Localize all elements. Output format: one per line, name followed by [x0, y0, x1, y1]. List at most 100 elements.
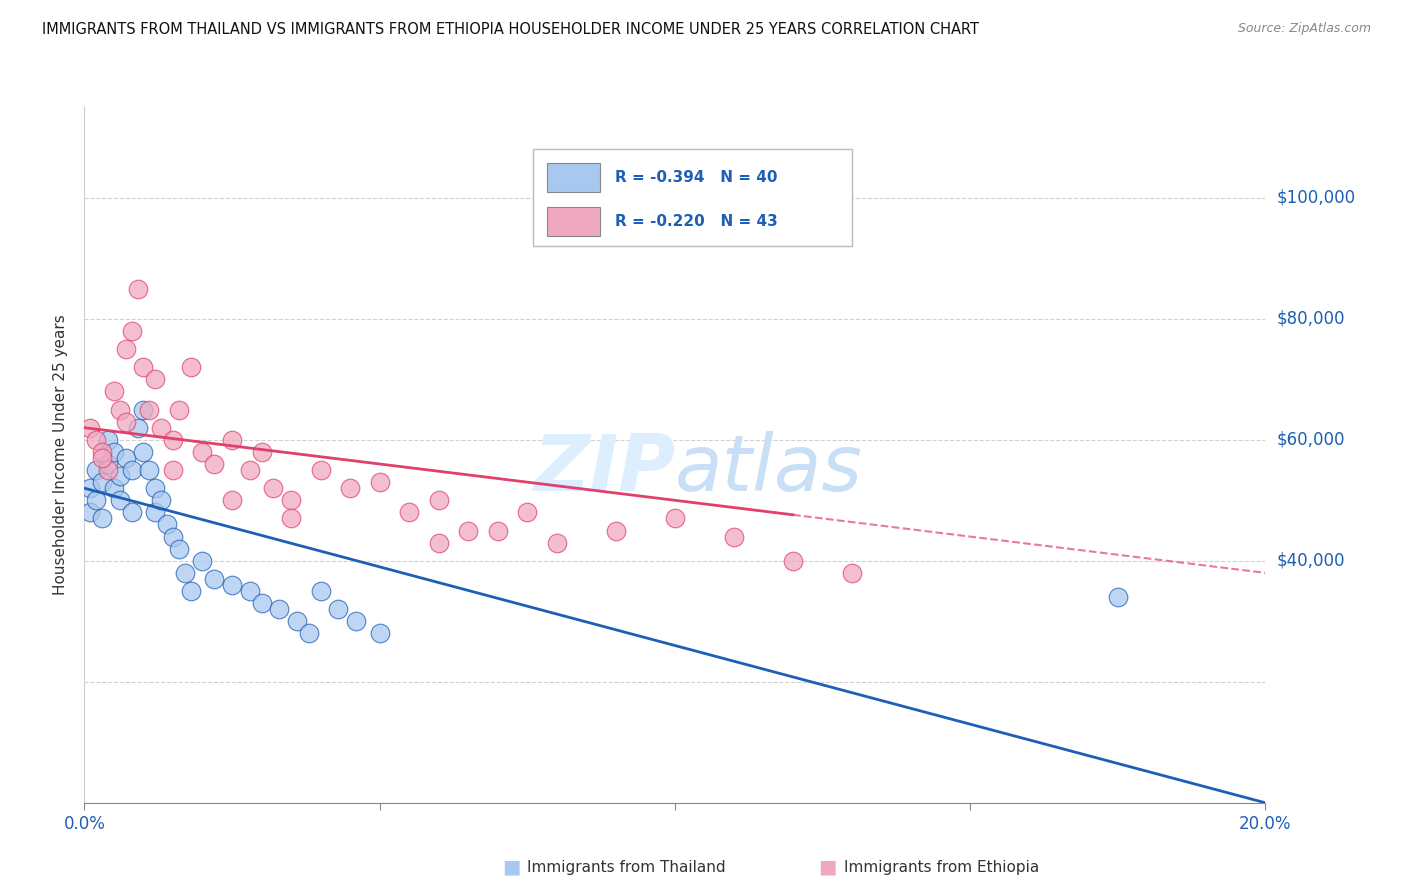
FancyBboxPatch shape: [547, 207, 600, 235]
Point: [127, 281, 149, 295]
Point: [121, 463, 143, 477]
Point: [427, 535, 450, 549]
Text: $100,000: $100,000: [1277, 189, 1355, 207]
Point: [298, 626, 321, 640]
Point: [97, 433, 120, 447]
Point: [79, 505, 101, 519]
Point: [457, 524, 479, 538]
Point: [280, 511, 302, 525]
Point: [108, 402, 131, 417]
Point: [250, 445, 273, 459]
Point: [143, 481, 166, 495]
Text: R = -0.220   N = 43: R = -0.220 N = 43: [614, 214, 778, 228]
Point: [516, 505, 538, 519]
Point: [143, 505, 166, 519]
Point: [79, 481, 101, 495]
Point: [398, 505, 420, 519]
Point: [143, 372, 166, 386]
Point: [162, 433, 184, 447]
Point: [173, 566, 195, 580]
Point: [202, 572, 225, 586]
Point: [239, 584, 262, 599]
Point: [84, 463, 107, 477]
Point: [344, 615, 367, 629]
Point: [605, 524, 627, 538]
Point: [841, 566, 863, 580]
Point: [250, 596, 273, 610]
Point: [202, 457, 225, 471]
Point: [156, 517, 179, 532]
Point: [262, 481, 284, 495]
Point: [1107, 590, 1129, 604]
Point: [103, 384, 125, 399]
Point: [664, 511, 686, 525]
Text: ■: ■: [502, 857, 520, 877]
Point: [114, 415, 136, 429]
Text: $40,000: $40,000: [1277, 552, 1346, 570]
Text: R = -0.394   N = 40: R = -0.394 N = 40: [614, 169, 778, 185]
Point: [91, 511, 114, 525]
FancyBboxPatch shape: [533, 149, 852, 246]
Point: [121, 324, 143, 338]
Point: [339, 481, 361, 495]
Point: [309, 584, 332, 599]
Point: [91, 450, 114, 465]
Text: ZIP: ZIP: [533, 431, 675, 507]
Point: [138, 402, 160, 417]
Text: ■: ■: [818, 857, 837, 877]
Point: [97, 457, 120, 471]
Point: [427, 493, 450, 508]
Point: [114, 342, 136, 356]
Text: Immigrants from Thailand: Immigrants from Thailand: [527, 860, 725, 874]
Point: [285, 615, 308, 629]
Point: [180, 584, 202, 599]
Point: [103, 445, 125, 459]
Point: [150, 420, 173, 434]
Point: [132, 402, 155, 417]
Point: [328, 602, 350, 616]
Point: [221, 433, 243, 447]
Point: [103, 481, 125, 495]
Point: [191, 445, 214, 459]
Text: IMMIGRANTS FROM THAILAND VS IMMIGRANTS FROM ETHIOPIA HOUSEHOLDER INCOME UNDER 25: IMMIGRANTS FROM THAILAND VS IMMIGRANTS F…: [42, 22, 979, 37]
FancyBboxPatch shape: [547, 162, 600, 192]
Point: [191, 554, 214, 568]
Point: [91, 475, 114, 490]
Point: [221, 493, 243, 508]
Point: [368, 626, 391, 640]
Point: [138, 463, 160, 477]
Point: [546, 535, 568, 549]
Point: [368, 475, 391, 490]
Point: [782, 554, 804, 568]
Point: [79, 420, 101, 434]
Text: atlas: atlas: [675, 431, 863, 507]
Point: [269, 602, 291, 616]
Point: [132, 360, 155, 375]
Y-axis label: Householder Income Under 25 years: Householder Income Under 25 years: [53, 315, 69, 595]
Point: [162, 530, 184, 544]
Point: [309, 463, 332, 477]
Point: [121, 505, 143, 519]
Point: [127, 420, 149, 434]
Point: [167, 541, 190, 556]
Point: [108, 493, 131, 508]
Point: [150, 493, 173, 508]
Point: [180, 360, 202, 375]
Point: [91, 445, 114, 459]
Text: $80,000: $80,000: [1277, 310, 1346, 327]
Point: [84, 433, 107, 447]
Point: [84, 493, 107, 508]
Point: [167, 402, 190, 417]
Point: [723, 530, 745, 544]
Point: [280, 493, 302, 508]
Text: Source: ZipAtlas.com: Source: ZipAtlas.com: [1237, 22, 1371, 36]
Text: Immigrants from Ethiopia: Immigrants from Ethiopia: [844, 860, 1039, 874]
Point: [162, 463, 184, 477]
Point: [221, 578, 243, 592]
Point: [114, 450, 136, 465]
Point: [108, 469, 131, 483]
Point: [486, 524, 509, 538]
Point: [132, 445, 155, 459]
Point: [97, 463, 120, 477]
Point: [239, 463, 262, 477]
